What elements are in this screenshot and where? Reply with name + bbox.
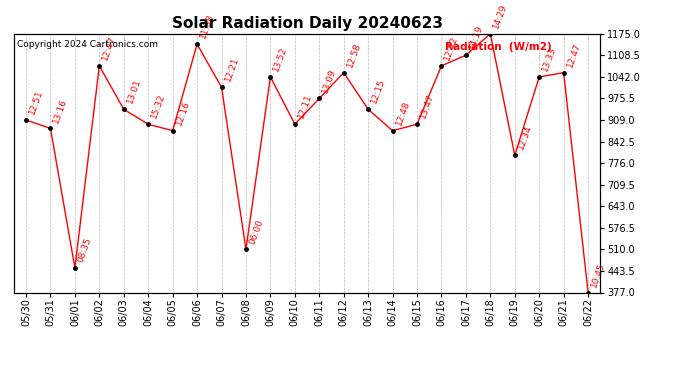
- Text: Radiation  (W/m2): Radiation (W/m2): [445, 42, 551, 51]
- Title: Solar Radiation Daily 20240623: Solar Radiation Daily 20240623: [172, 16, 442, 31]
- Text: 13:09: 13:09: [321, 67, 338, 94]
- Text: 13:47: 13:47: [418, 93, 435, 120]
- Text: 12:47: 12:47: [101, 34, 118, 62]
- Text: 12:51: 12:51: [28, 88, 45, 116]
- Text: 06:00: 06:00: [247, 218, 265, 245]
- Text: 12:21: 12:21: [223, 56, 240, 83]
- Text: 12:16: 12:16: [174, 99, 191, 126]
- Text: 12:48: 12:48: [394, 99, 411, 126]
- Text: 12:11: 12:11: [296, 93, 313, 120]
- Text: 14:19: 14:19: [467, 24, 484, 51]
- Text: 13:01: 13:01: [125, 78, 142, 105]
- Text: 15:32: 15:32: [150, 93, 167, 120]
- Text: 13:52: 13:52: [272, 45, 289, 73]
- Text: 14:29: 14:29: [492, 2, 509, 30]
- Text: 13:33: 13:33: [540, 45, 558, 73]
- Text: 12:47: 12:47: [565, 41, 582, 69]
- Text: 08:35: 08:35: [77, 236, 94, 264]
- Text: 11:38: 11:38: [199, 13, 216, 40]
- Text: 10:45: 10:45: [589, 261, 607, 288]
- Text: Copyright 2024 Cartronics.com: Copyright 2024 Cartronics.com: [17, 40, 158, 49]
- Text: 12:34: 12:34: [516, 124, 533, 151]
- Text: 12:58: 12:58: [345, 41, 362, 69]
- Text: 13:16: 13:16: [52, 97, 69, 124]
- Text: 12:42: 12:42: [443, 34, 460, 62]
- Text: 12:15: 12:15: [370, 78, 387, 105]
